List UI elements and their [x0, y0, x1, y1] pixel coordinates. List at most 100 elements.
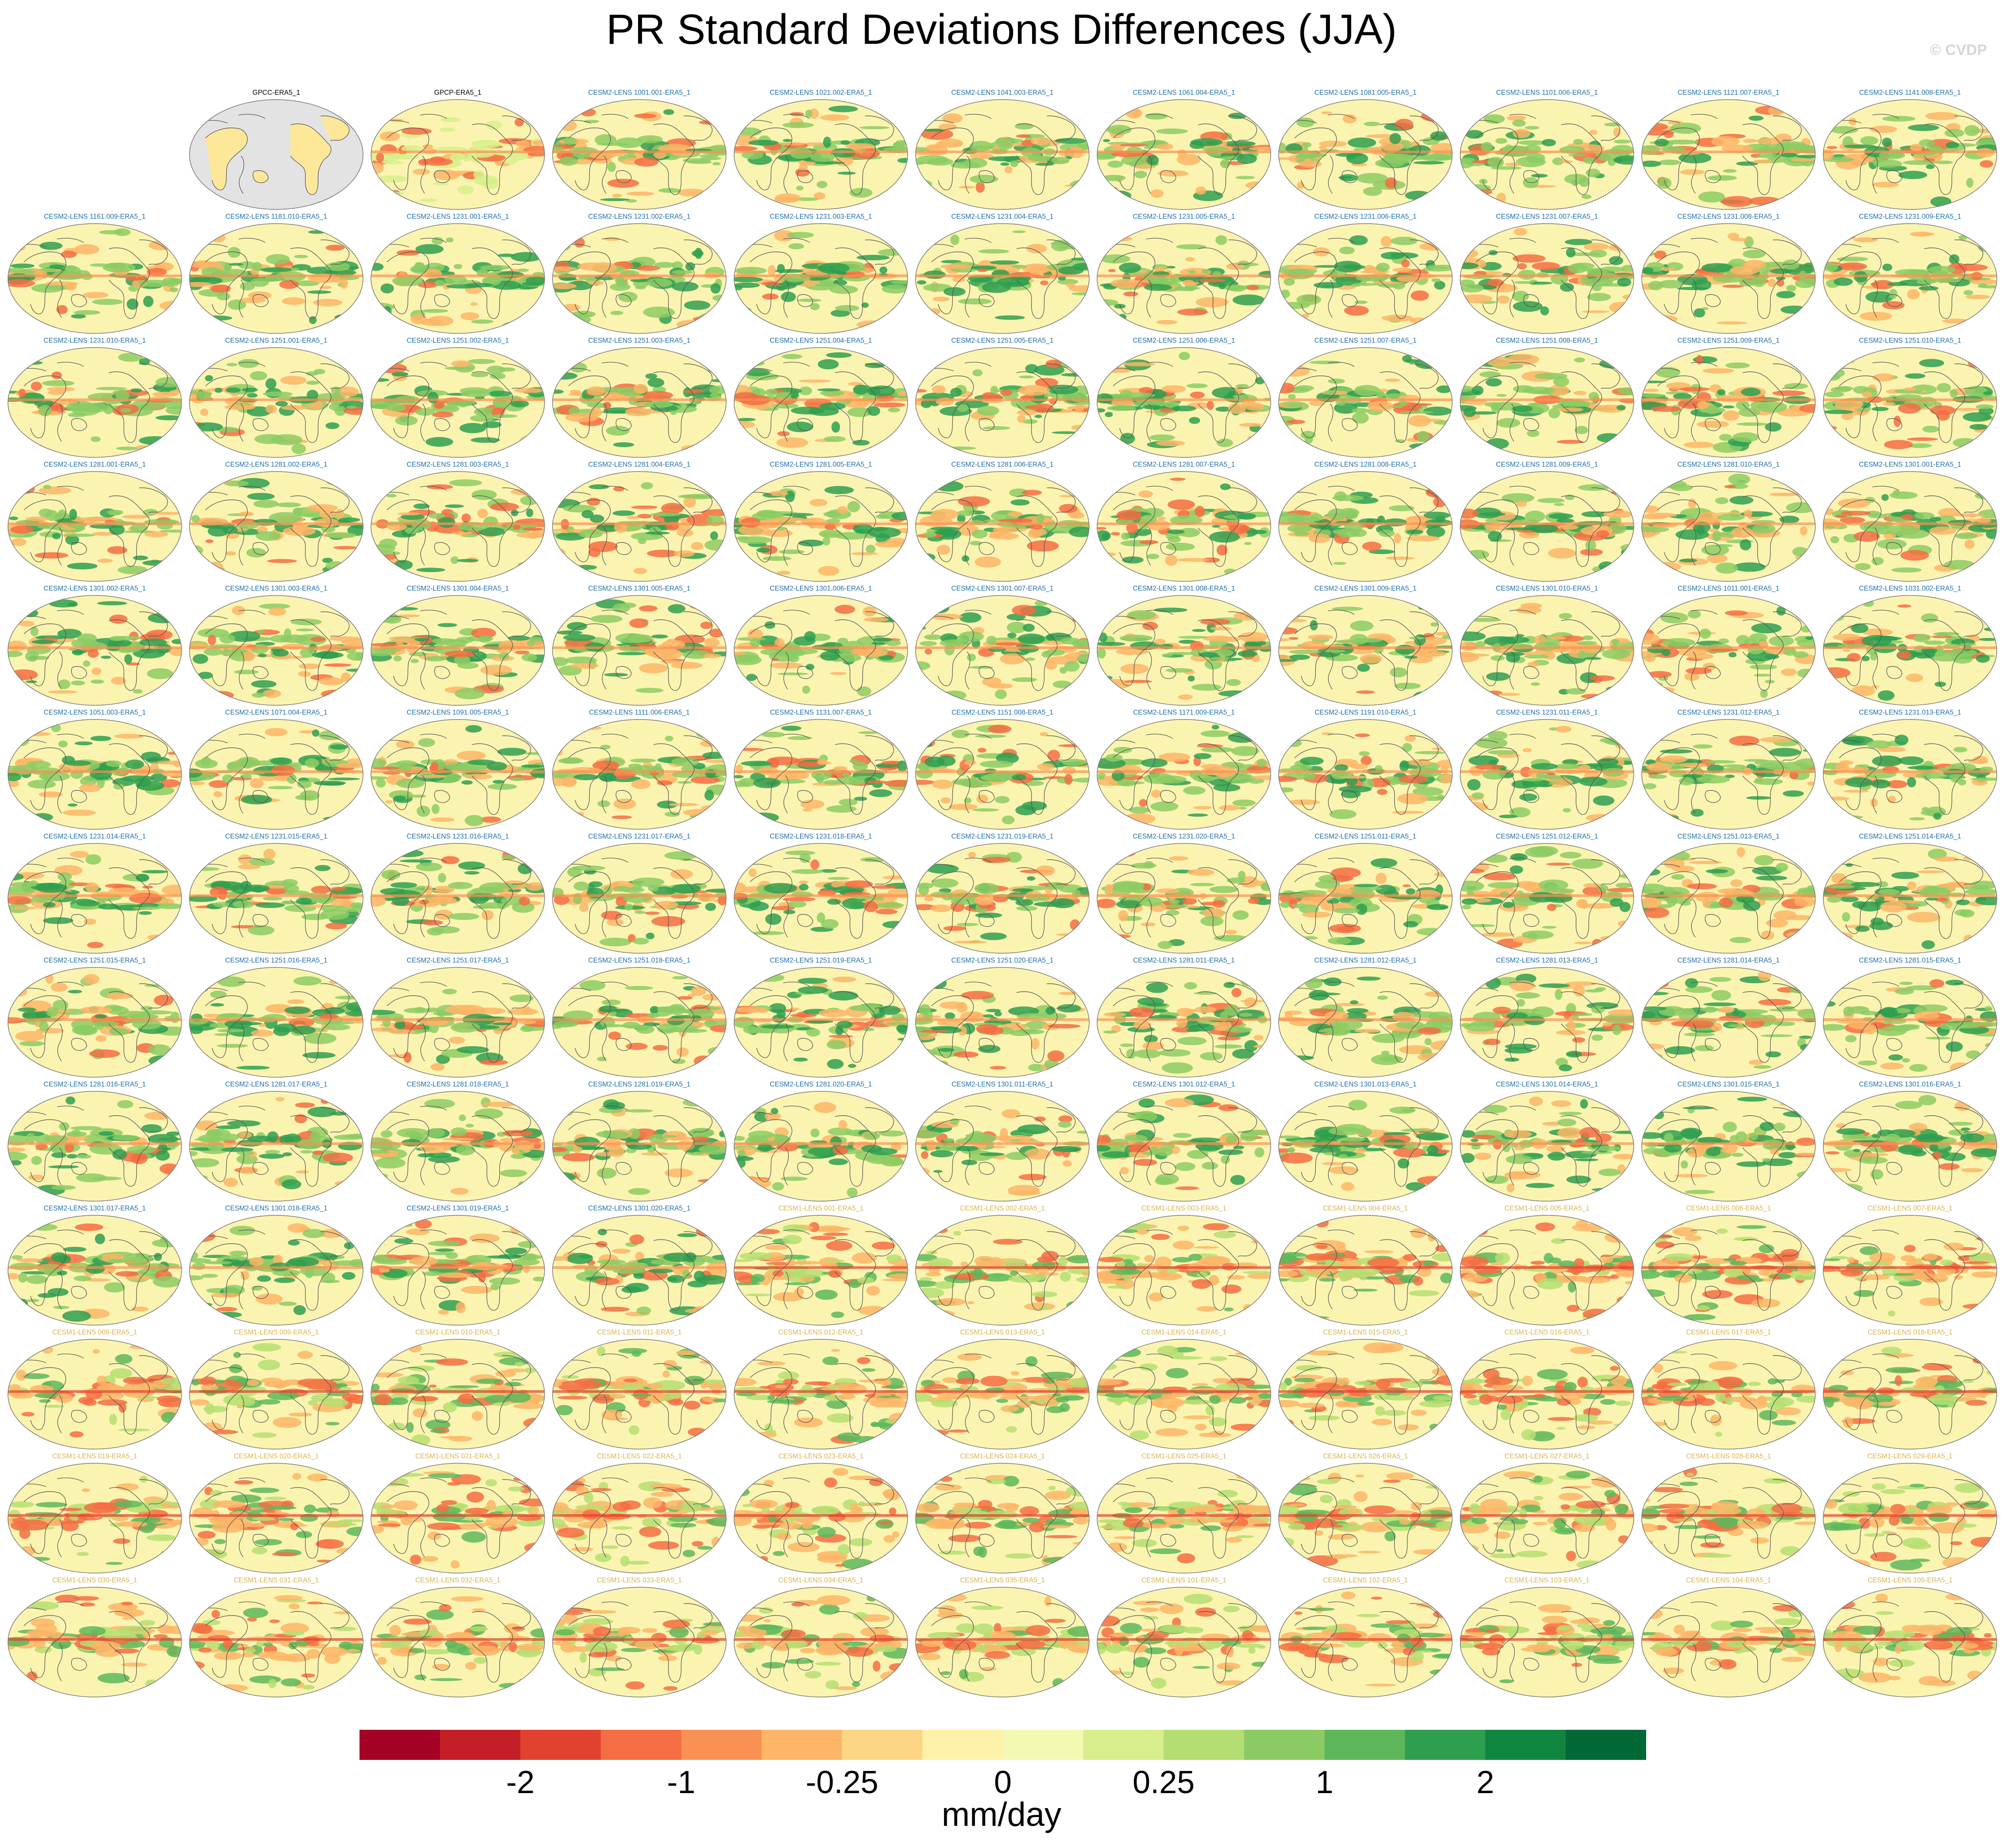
map-anomaly-blob	[592, 262, 617, 273]
map-coastline	[1872, 527, 1878, 566]
map-anomaly-blob	[988, 533, 1019, 540]
map-panel: CESM2-LENS 1281.010-ERA5_1	[1640, 460, 1817, 584]
map-anomaly-blob	[299, 790, 320, 801]
map-anomaly-blob	[891, 740, 904, 746]
map-anomaly-blob	[1124, 680, 1152, 683]
map-anomaly-blob	[1978, 283, 1988, 288]
map-anomaly-blob	[1898, 170, 1927, 179]
map-anomaly-blob	[607, 178, 639, 188]
map-anomaly-blob	[557, 630, 583, 635]
map-anomaly-blob	[748, 139, 779, 146]
map-anomaly-blob	[1012, 230, 1026, 233]
map-anomaly-blob	[1495, 138, 1507, 144]
map-anomaly-blob	[375, 175, 408, 183]
map-svg	[1641, 471, 1816, 582]
map-anomaly-blob	[1642, 267, 1654, 274]
map-anomaly-blob	[709, 558, 726, 565]
map-anomaly-blob	[1719, 434, 1732, 441]
map-anomaly-blob	[921, 399, 932, 408]
map-coastline	[683, 116, 713, 141]
map-panel: CESM2-LENS 1251.006-ERA5_1	[1095, 336, 1272, 460]
map-anomaly-blob	[1871, 557, 1884, 565]
map-anomaly-blob	[322, 557, 333, 563]
map-anomaly-blob	[1395, 645, 1415, 655]
map-panel: CESM2-LENS 1001.001-ERA5_1	[551, 89, 728, 213]
map-coastline	[1561, 124, 1602, 195]
map-panel: CESM2-LENS 1051.003-ERA5_1	[6, 708, 183, 832]
map-anomaly-blob	[1688, 499, 1696, 509]
map-anomaly-blob	[1554, 503, 1565, 506]
map-coastline	[797, 542, 813, 555]
map-anomaly-blob	[1431, 278, 1441, 282]
map-anomaly-blob	[1217, 438, 1233, 448]
map-anomaly-blob	[1712, 530, 1721, 541]
map-anomaly-blob	[826, 518, 840, 523]
map-panel: CESM2-LENS 1301.010-ERA5_1	[1458, 584, 1636, 708]
map-outline	[552, 347, 727, 458]
map-anomaly-blob	[873, 638, 892, 642]
map-anomaly-blob	[1037, 513, 1044, 524]
map-anomaly-blob	[813, 192, 826, 200]
map-anomaly-blob	[802, 142, 827, 147]
map-anomaly-blob	[1882, 301, 1905, 309]
map-anomaly-blob	[1056, 106, 1080, 116]
map-anomaly-blob	[835, 604, 855, 614]
map-anomaly-blob	[1701, 545, 1729, 556]
map-anomaly-blob	[873, 402, 906, 408]
map-anomaly-blob	[824, 436, 846, 442]
map-anomaly-blob	[10, 525, 34, 534]
map-anomaly-blob	[1930, 196, 1952, 207]
map-anomaly-blob	[963, 760, 977, 765]
map-anomaly-blob	[1583, 243, 1609, 251]
map-anomaly-blob	[1157, 516, 1166, 520]
map-anomaly-blob	[1562, 401, 1590, 407]
map-anomaly-blob	[9, 669, 38, 680]
map-anomaly-blob	[226, 363, 238, 367]
map-anomaly-blob	[48, 690, 77, 694]
map-anomaly-blob	[1952, 653, 1973, 664]
map-anomaly-blob	[1010, 159, 1018, 167]
map-anomaly-blob	[1560, 282, 1574, 292]
map-coastline	[1691, 403, 1697, 442]
map-svg	[915, 99, 1090, 210]
map-anomaly-blob	[1351, 408, 1370, 413]
map-coastline	[1146, 155, 1152, 194]
map-coastline	[1409, 363, 1439, 389]
map-anomaly-blob	[646, 278, 672, 287]
map-anomaly-blob	[1051, 240, 1070, 251]
map-outline	[915, 223, 1090, 334]
map-coastline	[1016, 247, 1058, 319]
map-anomaly-blob	[263, 391, 293, 397]
map-coastline	[290, 495, 332, 567]
map-anomaly-blob	[143, 296, 154, 307]
map-anomaly-blob	[335, 387, 359, 397]
map-anomaly-blob	[1722, 285, 1744, 288]
map-coastline	[420, 362, 447, 367]
map-anomaly-blob	[89, 769, 112, 780]
map-anomaly-blob	[573, 774, 599, 781]
map-anomaly-blob	[1026, 244, 1047, 254]
map-anomaly-blob	[1642, 505, 1659, 513]
map-anomaly-blob	[782, 139, 793, 142]
map-coastline	[1772, 487, 1802, 513]
map-anomaly-blob	[1134, 165, 1156, 169]
map-anomaly-blob	[1585, 168, 1601, 178]
map-anomaly-blob	[556, 532, 586, 541]
map-coastline	[1657, 128, 1700, 190]
map-anomaly-blob	[8, 279, 35, 287]
map-anomaly-blob	[498, 640, 526, 651]
map-anomaly-blob	[561, 278, 577, 281]
map-anomaly-blob	[1914, 512, 1934, 519]
map-anomaly-blob	[65, 760, 91, 766]
map-anomaly-blob	[1141, 140, 1166, 145]
panel-title: CESM2-LENS 1101.006-ERA5_1	[1496, 89, 1598, 97]
map-anomaly-blob	[193, 654, 209, 664]
map-equatorial-band	[916, 646, 1089, 649]
map-anomaly-blob	[634, 113, 657, 119]
map-anomaly-blob	[325, 532, 356, 538]
map-coastline	[1342, 418, 1358, 431]
map-anomaly-blob	[205, 539, 214, 543]
map-anomaly-blob	[678, 495, 707, 499]
map-coastline	[1146, 362, 1173, 367]
map-coastline	[139, 487, 168, 513]
